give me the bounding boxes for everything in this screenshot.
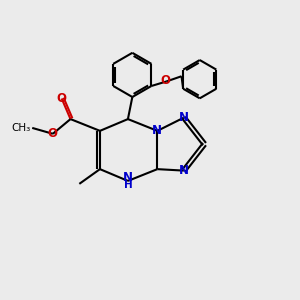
Text: CH₃: CH₃ xyxy=(11,123,31,133)
Text: N: N xyxy=(152,124,162,137)
Text: O: O xyxy=(160,74,171,88)
Text: N: N xyxy=(123,171,133,184)
Text: O: O xyxy=(56,92,66,105)
Text: N: N xyxy=(179,164,189,177)
Text: N: N xyxy=(179,111,189,124)
Text: O: O xyxy=(48,127,58,140)
Text: H: H xyxy=(124,180,132,190)
